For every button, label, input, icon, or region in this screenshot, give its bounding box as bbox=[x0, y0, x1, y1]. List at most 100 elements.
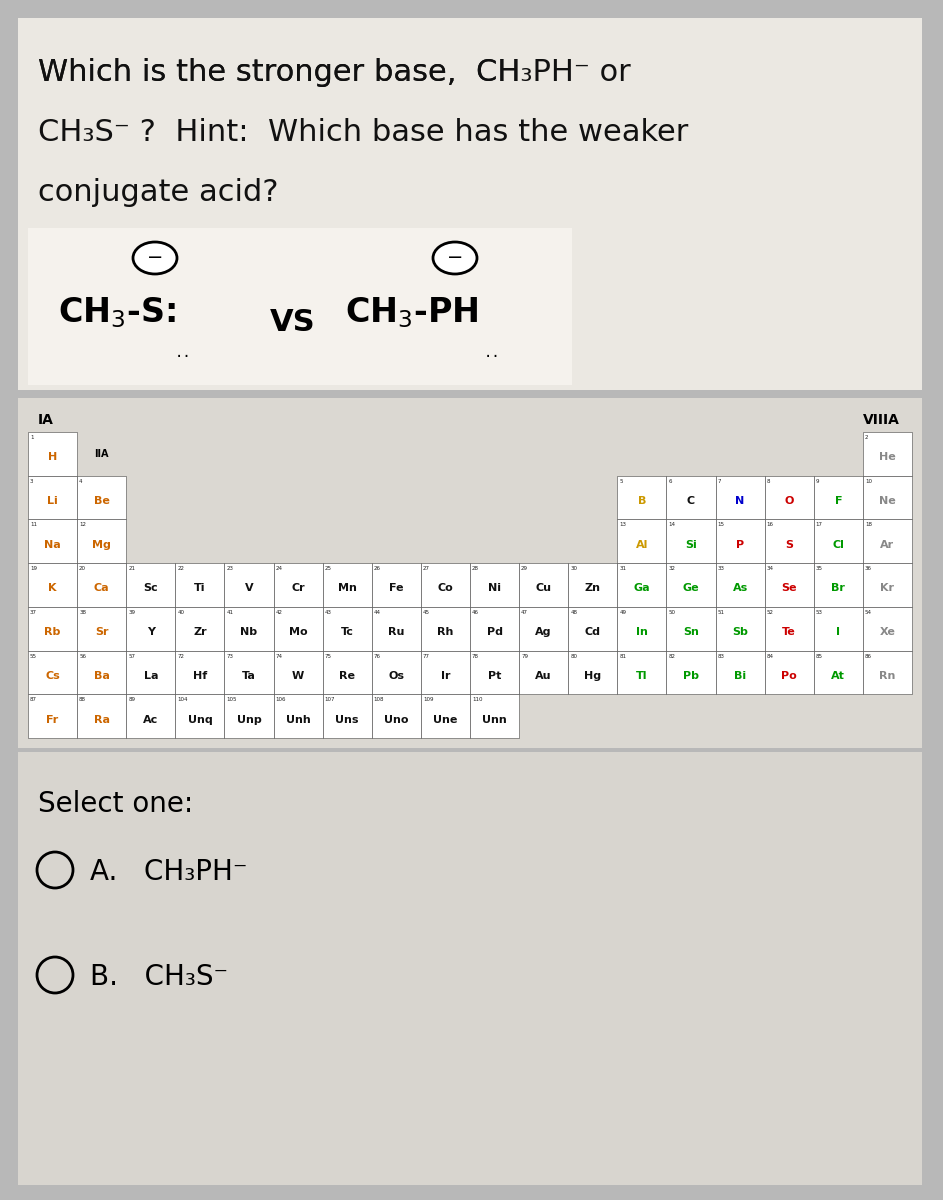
Text: Sb: Sb bbox=[732, 628, 748, 637]
FancyBboxPatch shape bbox=[716, 607, 765, 650]
FancyBboxPatch shape bbox=[618, 607, 667, 650]
Text: Ac: Ac bbox=[143, 715, 158, 725]
FancyBboxPatch shape bbox=[175, 650, 224, 695]
FancyBboxPatch shape bbox=[667, 607, 716, 650]
FancyBboxPatch shape bbox=[273, 563, 323, 607]
FancyBboxPatch shape bbox=[28, 563, 77, 607]
Text: Cs: Cs bbox=[45, 671, 60, 680]
Text: Unp: Unp bbox=[237, 715, 261, 725]
FancyBboxPatch shape bbox=[667, 650, 716, 695]
Text: V: V bbox=[244, 583, 254, 594]
Text: 75: 75 bbox=[324, 654, 332, 659]
Text: 56: 56 bbox=[79, 654, 86, 659]
Text: Ni: Ni bbox=[488, 583, 501, 594]
Text: Rb: Rb bbox=[44, 628, 60, 637]
Text: Kr: Kr bbox=[881, 583, 895, 594]
FancyBboxPatch shape bbox=[224, 563, 273, 607]
Text: Uns: Uns bbox=[336, 715, 359, 725]
Text: CH$_3$-S:: CH$_3$-S: bbox=[58, 295, 176, 330]
FancyBboxPatch shape bbox=[765, 650, 814, 695]
Text: 30: 30 bbox=[571, 566, 577, 571]
Text: Au: Au bbox=[536, 671, 552, 680]
FancyBboxPatch shape bbox=[273, 695, 323, 738]
Text: 2: 2 bbox=[865, 434, 869, 440]
FancyBboxPatch shape bbox=[224, 650, 273, 695]
Text: 82: 82 bbox=[669, 654, 675, 659]
FancyBboxPatch shape bbox=[18, 18, 922, 390]
Text: Zn: Zn bbox=[585, 583, 601, 594]
Text: Se: Se bbox=[782, 583, 797, 594]
Text: Hg: Hg bbox=[585, 671, 602, 680]
Text: Tl: Tl bbox=[637, 671, 648, 680]
Text: −: − bbox=[147, 248, 163, 268]
Text: Ar: Ar bbox=[881, 540, 895, 550]
Text: conjugate acid?: conjugate acid? bbox=[38, 178, 278, 206]
Text: 25: 25 bbox=[324, 566, 332, 571]
Text: Select one:: Select one: bbox=[38, 790, 193, 818]
Text: 89: 89 bbox=[128, 697, 135, 702]
Text: As: As bbox=[733, 583, 748, 594]
Text: 44: 44 bbox=[373, 610, 381, 614]
Text: CH₃S⁻ ?  Hint:  Which base has the weaker: CH₃S⁻ ? Hint: Which base has the weaker bbox=[38, 118, 688, 146]
FancyBboxPatch shape bbox=[28, 475, 77, 520]
FancyBboxPatch shape bbox=[470, 695, 519, 738]
Text: 46: 46 bbox=[472, 610, 479, 614]
FancyBboxPatch shape bbox=[126, 563, 175, 607]
Text: 23: 23 bbox=[226, 566, 234, 571]
Text: 32: 32 bbox=[669, 566, 675, 571]
Text: Na: Na bbox=[44, 540, 61, 550]
Text: CH$_3$-PH: CH$_3$-PH bbox=[345, 295, 479, 330]
Text: H: H bbox=[48, 452, 58, 462]
Text: 37: 37 bbox=[30, 610, 37, 614]
Text: Uno: Uno bbox=[384, 715, 408, 725]
FancyBboxPatch shape bbox=[519, 607, 569, 650]
Text: 16: 16 bbox=[767, 522, 773, 528]
Text: 3: 3 bbox=[30, 479, 34, 484]
FancyBboxPatch shape bbox=[863, 475, 912, 520]
Text: Mo: Mo bbox=[289, 628, 307, 637]
Text: Ra: Ra bbox=[93, 715, 109, 725]
Text: 41: 41 bbox=[226, 610, 234, 614]
Text: 51: 51 bbox=[718, 610, 724, 614]
Text: VA: VA bbox=[734, 493, 746, 502]
Text: Fe: Fe bbox=[389, 583, 404, 594]
FancyBboxPatch shape bbox=[273, 650, 323, 695]
Text: 105: 105 bbox=[226, 697, 237, 702]
Text: 80: 80 bbox=[571, 654, 577, 659]
FancyBboxPatch shape bbox=[863, 432, 912, 475]
Text: 86: 86 bbox=[865, 654, 872, 659]
Text: 6: 6 bbox=[669, 479, 672, 484]
Text: 77: 77 bbox=[422, 654, 430, 659]
Text: 42: 42 bbox=[275, 610, 283, 614]
FancyBboxPatch shape bbox=[224, 695, 273, 738]
Text: VIA: VIA bbox=[781, 493, 797, 502]
FancyBboxPatch shape bbox=[618, 520, 667, 563]
Text: Y: Y bbox=[147, 628, 155, 637]
FancyBboxPatch shape bbox=[77, 520, 126, 563]
Text: IA: IA bbox=[38, 413, 54, 427]
FancyBboxPatch shape bbox=[618, 563, 667, 607]
FancyBboxPatch shape bbox=[667, 563, 716, 607]
Text: 79: 79 bbox=[521, 654, 528, 659]
FancyBboxPatch shape bbox=[77, 563, 126, 607]
Text: 28: 28 bbox=[472, 566, 479, 571]
Text: W: W bbox=[292, 671, 305, 680]
Text: Ge: Ge bbox=[683, 583, 700, 594]
FancyBboxPatch shape bbox=[273, 607, 323, 650]
Text: 106: 106 bbox=[275, 697, 286, 702]
Text: Ta: Ta bbox=[242, 671, 256, 680]
Text: Pd: Pd bbox=[487, 628, 503, 637]
Text: 24: 24 bbox=[275, 566, 283, 571]
Text: 74: 74 bbox=[275, 654, 283, 659]
Text: B.   CH₃S⁻: B. CH₃S⁻ bbox=[90, 962, 228, 991]
FancyBboxPatch shape bbox=[323, 650, 372, 695]
FancyBboxPatch shape bbox=[421, 695, 470, 738]
Text: 78: 78 bbox=[472, 654, 479, 659]
FancyBboxPatch shape bbox=[224, 607, 273, 650]
Text: 36: 36 bbox=[865, 566, 872, 571]
Text: 7: 7 bbox=[718, 479, 721, 484]
Text: B: B bbox=[637, 496, 646, 506]
Text: 54: 54 bbox=[865, 610, 872, 614]
FancyBboxPatch shape bbox=[519, 563, 569, 607]
Text: Sc: Sc bbox=[143, 583, 158, 594]
